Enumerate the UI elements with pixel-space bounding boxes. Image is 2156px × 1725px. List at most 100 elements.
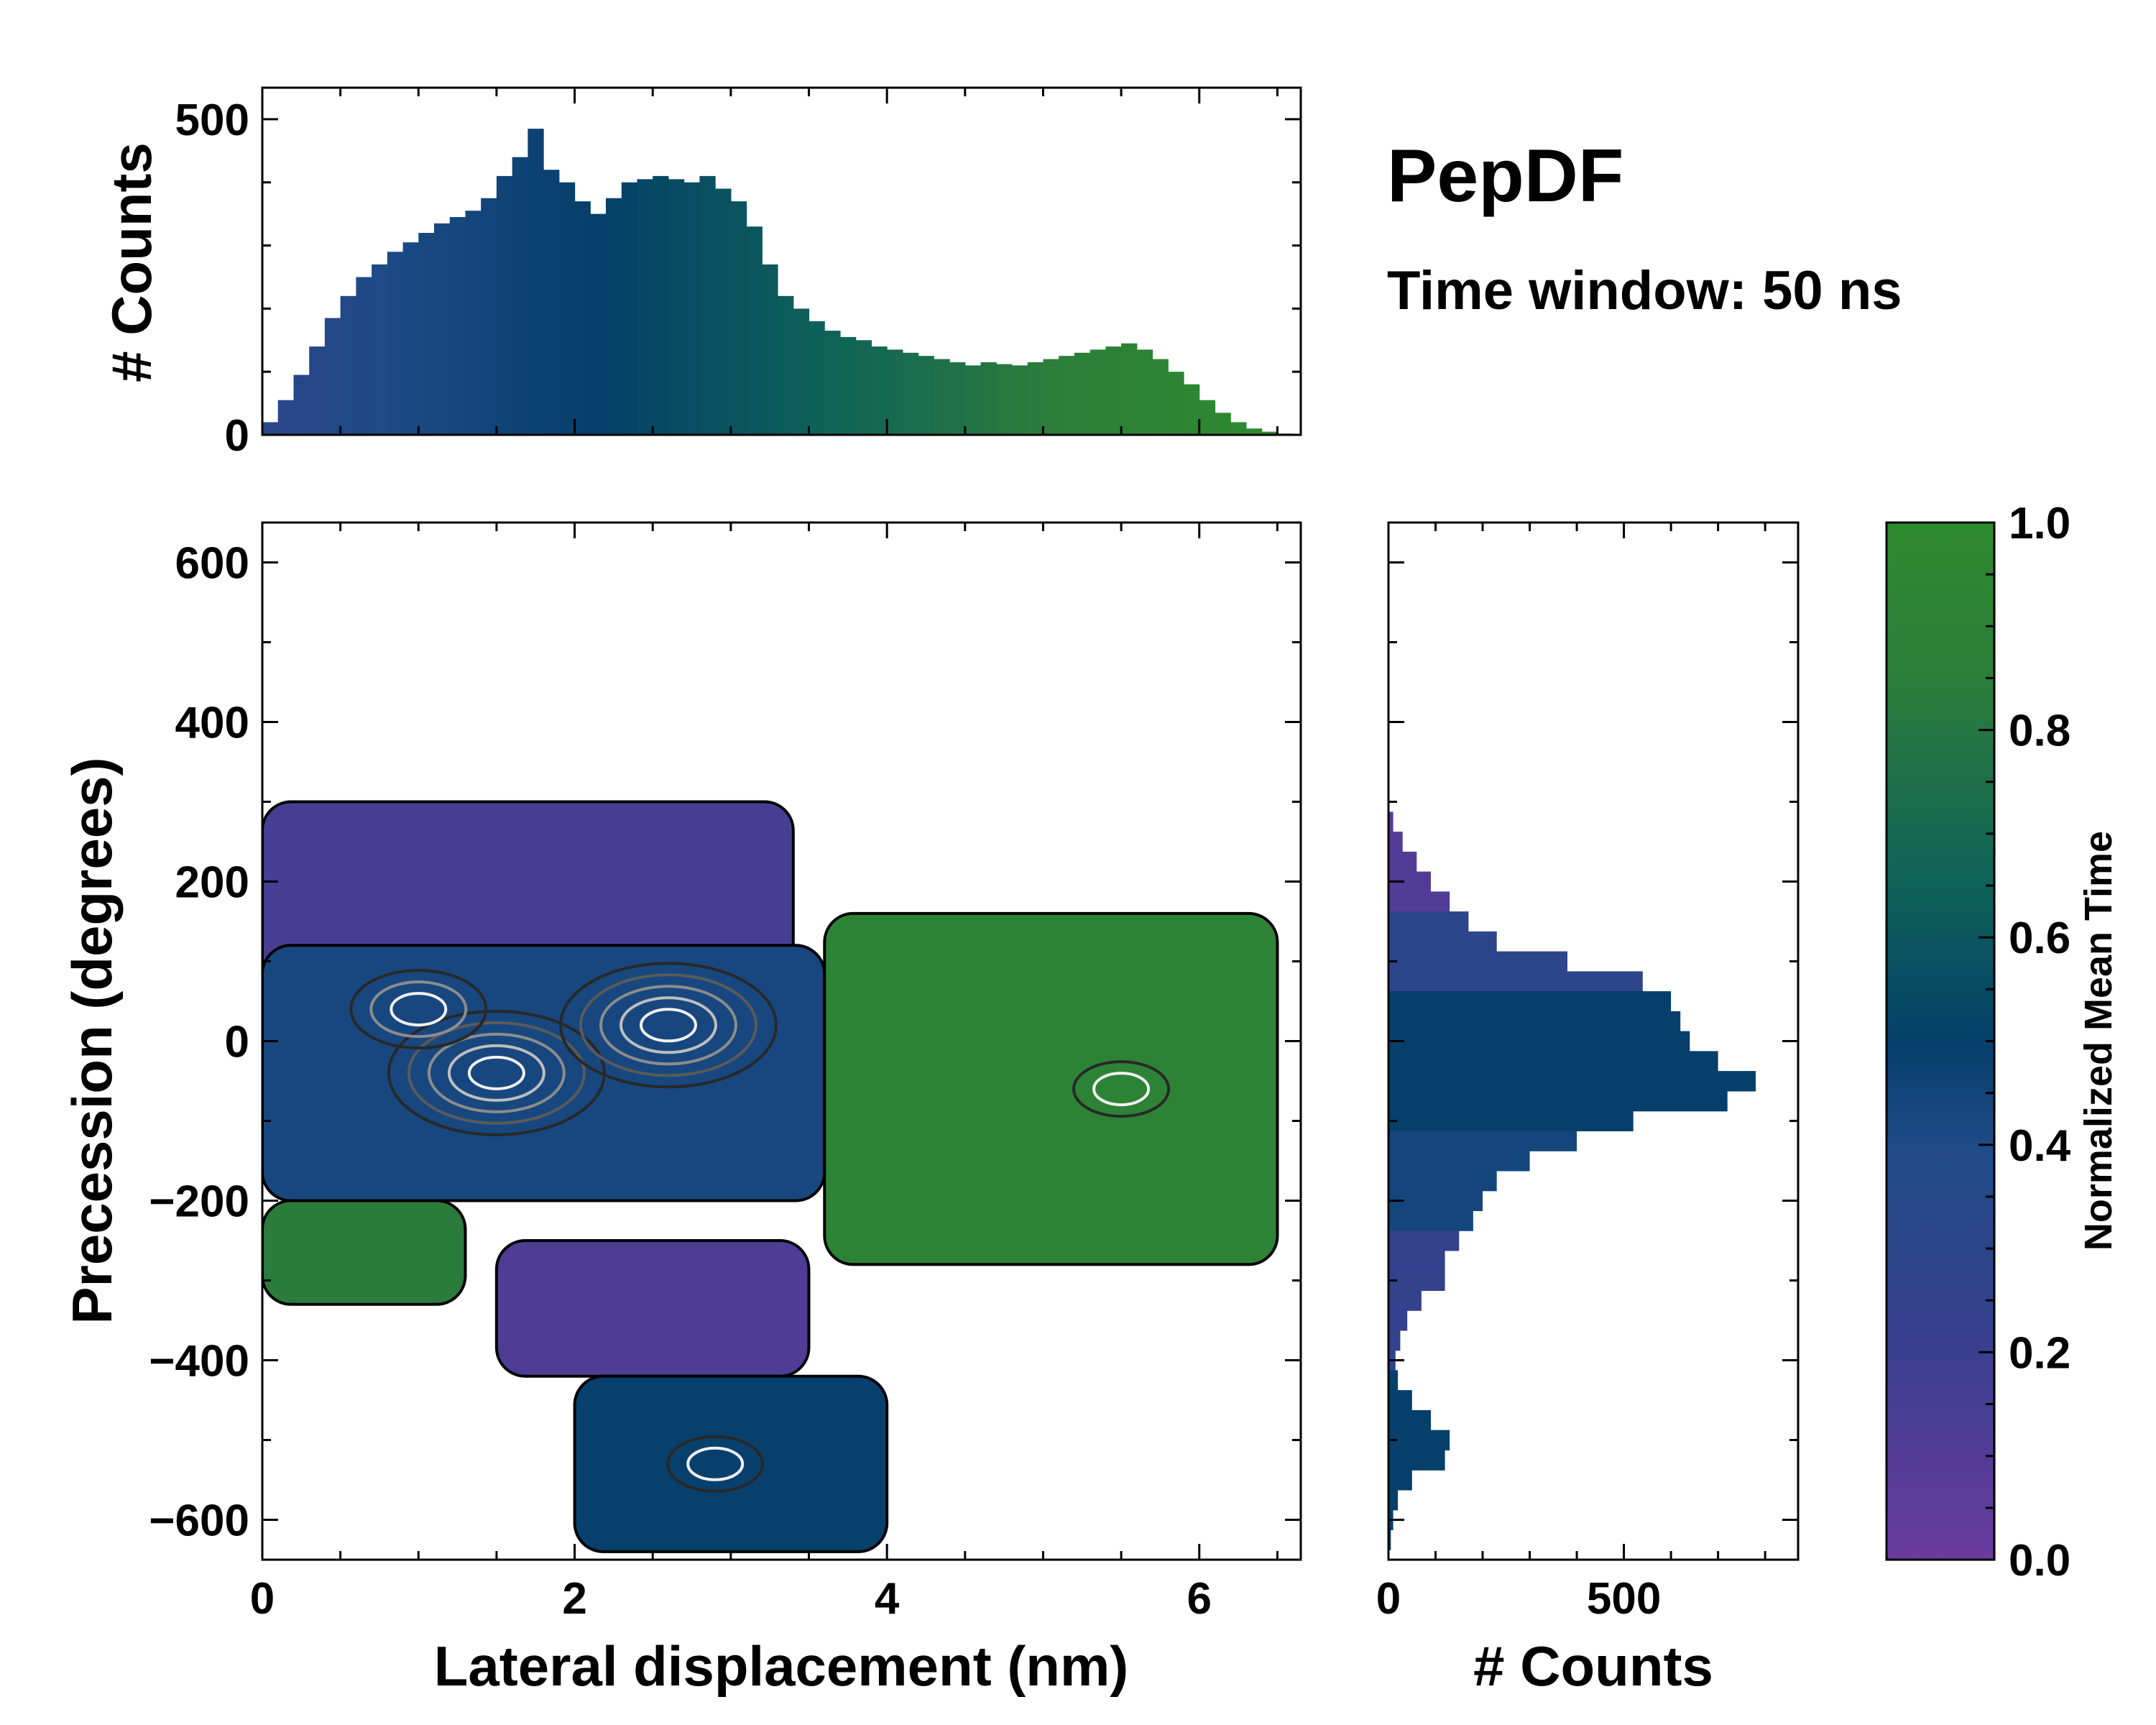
top-histogram-bar bbox=[855, 340, 872, 435]
main-plot: 0 2 4 6 600 400 200 0 −200 −400 −600 Lateral displ… bbox=[60, 521, 1302, 1698]
top-histogram-bar bbox=[309, 346, 326, 435]
right-histogram-bar bbox=[1388, 1090, 1728, 1112]
top-histogram-bar bbox=[1027, 362, 1044, 435]
right-histogram-bar bbox=[1388, 811, 1393, 832]
main-plot-area bbox=[262, 800, 1279, 1553]
colorbar-tick-label: 1.0 bbox=[2009, 499, 2070, 548]
top-histogram-bar bbox=[449, 217, 466, 435]
top-histogram-bar bbox=[918, 356, 934, 435]
top-y-tick-label: 500 bbox=[175, 96, 249, 145]
top-histogram-bar bbox=[387, 252, 404, 435]
right-x-tick-label: 0 bbox=[1376, 1574, 1401, 1624]
top-histogram-bar bbox=[902, 352, 919, 435]
main-plot-ticks: 0 2 4 6 600 400 200 0 −200 −400 −600 bbox=[149, 523, 1301, 1624]
top-histogram-bar bbox=[964, 365, 982, 435]
top-histogram-bar bbox=[372, 264, 388, 435]
top-histogram-bar bbox=[621, 182, 638, 435]
top-histogram-bar bbox=[465, 211, 482, 435]
heatmap-region-right-green bbox=[823, 911, 1279, 1266]
right-histogram-bar bbox=[1388, 1011, 1681, 1032]
top-histogram-bar bbox=[1199, 400, 1216, 435]
main-plot-ylabel: Precession (degrees) bbox=[60, 757, 124, 1324]
right-histogram-bar bbox=[1388, 1210, 1473, 1231]
right-histogram-bar bbox=[1388, 1409, 1431, 1431]
top-histogram-bar bbox=[824, 331, 841, 435]
top-histogram-bar bbox=[340, 295, 356, 435]
top-histogram-bar bbox=[778, 295, 794, 435]
top-histogram-bar bbox=[356, 277, 372, 435]
top-histogram-bar bbox=[1152, 359, 1169, 435]
right-histogram-bar bbox=[1388, 971, 1643, 992]
colorbar-label: Normalized Mean Time bbox=[2077, 831, 2120, 1251]
right-histogram-bar bbox=[1388, 1430, 1450, 1450]
top-histogram-bar bbox=[418, 233, 435, 435]
heatmap-region-lower-purple bbox=[494, 1239, 811, 1378]
density-contour bbox=[369, 980, 468, 1039]
top-histogram-bar bbox=[653, 175, 669, 435]
top-histogram-bar bbox=[528, 129, 544, 435]
top-histogram-bar bbox=[1012, 365, 1028, 435]
heatmap-regions bbox=[262, 800, 1279, 1553]
top-histogram-bar bbox=[1261, 431, 1278, 435]
main-plot-xlabel: Lateral displacement (nm) bbox=[434, 1634, 1129, 1698]
top-histogram-bar bbox=[496, 175, 513, 435]
right-histogram-bar bbox=[1388, 1071, 1756, 1092]
top-histogram-bar bbox=[543, 170, 560, 435]
top-histogram-bars bbox=[262, 129, 1294, 435]
top-histogram-bar bbox=[293, 374, 310, 435]
x-tick-label: 0 bbox=[250, 1574, 275, 1624]
density-contour bbox=[559, 962, 778, 1089]
right-histogram-bar bbox=[1388, 931, 1497, 952]
top-histogram-bar bbox=[746, 226, 763, 435]
right-histogram-bar bbox=[1388, 1530, 1391, 1550]
density-contour bbox=[666, 1435, 765, 1493]
right-histogram-bar bbox=[1388, 1370, 1399, 1391]
top-histogram-bar bbox=[324, 318, 341, 435]
top-histogram: 0 500 # Counts bbox=[100, 86, 1302, 461]
right-histogram-bar bbox=[1388, 951, 1567, 972]
right-histogram-bar bbox=[1388, 1470, 1412, 1491]
top-histogram-bar bbox=[1136, 349, 1153, 435]
right-histogram-bar bbox=[1388, 1110, 1634, 1131]
density-contour bbox=[1092, 1072, 1151, 1107]
density-contour bbox=[686, 1446, 745, 1481]
top-histogram-bar bbox=[887, 349, 903, 435]
top-histogram-ticks: 0 500 bbox=[175, 88, 1301, 461]
top-histogram-bar bbox=[1089, 349, 1106, 435]
top-histogram-bar bbox=[637, 179, 653, 435]
heatmap-region-bottom-blue bbox=[573, 1374, 889, 1553]
top-histogram-bar bbox=[402, 242, 419, 435]
top-histogram-bar bbox=[1043, 359, 1059, 435]
colorbar-tick-label: 0.8 bbox=[2009, 707, 2070, 756]
density-contour bbox=[390, 992, 448, 1027]
y-tick-label: 400 bbox=[175, 699, 249, 748]
figure-title: PepDF bbox=[1387, 134, 1623, 218]
density-contour bbox=[579, 973, 757, 1077]
colorbar-tick-label: 0.6 bbox=[2009, 914, 2070, 963]
top-histogram-bar bbox=[1074, 352, 1091, 435]
top-histogram-bar bbox=[715, 188, 732, 435]
colorbar-tick-label: 0.0 bbox=[2009, 1536, 2070, 1586]
right-histogram-bar bbox=[1388, 991, 1672, 1012]
top-histogram-bar bbox=[949, 362, 966, 435]
right-histogram-bar bbox=[1388, 911, 1469, 932]
top-histogram-bar bbox=[481, 198, 497, 435]
figure-subtitle: Time window: 50 ns bbox=[1387, 260, 1902, 321]
top-histogram-bar bbox=[1230, 422, 1247, 435]
x-tick-label: 4 bbox=[875, 1574, 900, 1624]
colorbar-tick-label: 0.2 bbox=[2009, 1328, 2070, 1378]
top-histogram-bar bbox=[668, 179, 685, 435]
right-histogram-bar bbox=[1388, 891, 1450, 912]
heatmap-region-lower-left-green bbox=[262, 1199, 467, 1306]
right-histogram-bar bbox=[1388, 1250, 1445, 1271]
right-histogram-bar bbox=[1388, 1290, 1422, 1311]
top-histogram-bar bbox=[574, 201, 591, 435]
top-histogram-bar bbox=[277, 400, 294, 435]
y-tick-label: 600 bbox=[175, 539, 249, 589]
top-histogram-frame bbox=[261, 86, 1302, 436]
top-histogram-bar bbox=[1105, 346, 1122, 435]
density-contours bbox=[349, 962, 1171, 1493]
colorbar: 0.0 0.2 0.4 0.6 0.8 1.0 Normalized Mean Time bbox=[1885, 499, 2120, 1586]
top-histogram-bar bbox=[699, 175, 716, 435]
top-histogram-bar bbox=[1168, 372, 1184, 435]
